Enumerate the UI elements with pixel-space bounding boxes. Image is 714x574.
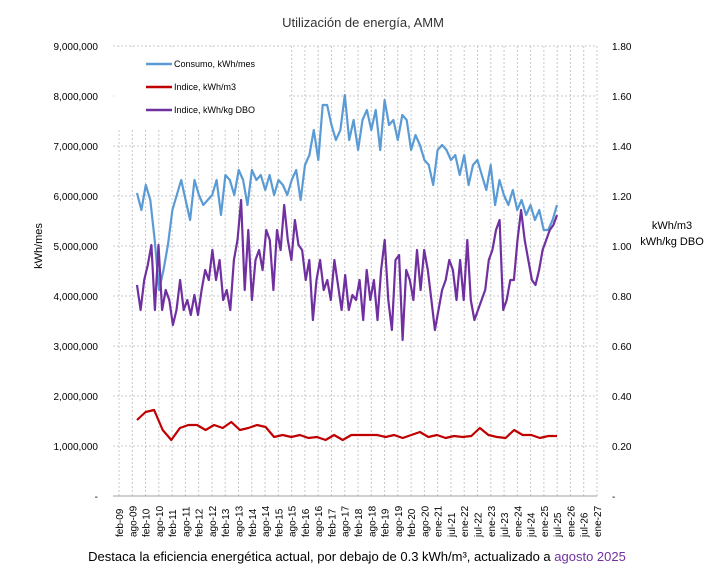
x-tick-label: feb-09	[115, 508, 126, 537]
x-tick-label: feb-18	[354, 508, 365, 537]
x-tick-label: ago-15	[288, 505, 299, 537]
x-tick-label: jul-23	[500, 512, 511, 538]
legend: Consumo, kWh/mes Indice, kWh/m3 Indice, kW…	[146, 59, 256, 115]
x-tick-label: feb-14	[248, 508, 259, 537]
x-tick-label: ene-26	[566, 505, 577, 537]
caption-date: agosto 2025	[554, 549, 626, 564]
x-tick-label: ene-25	[540, 505, 551, 537]
x-tick-label: jul-24	[527, 512, 538, 538]
y-tick-label: 8,000,000	[54, 92, 99, 103]
x-tick-label: feb-10	[142, 508, 153, 537]
x-tick-label: ago-20	[420, 505, 431, 537]
series-lines	[135, 93, 559, 442]
y-tick-label: 2,000,000	[54, 392, 99, 403]
y-tick-label: 5,000,000	[54, 242, 99, 253]
x-tick-label: ago-09	[128, 505, 139, 537]
axes: feb-09 ago-09 feb-10 ago-10 feb-11 ago-11 feb-…	[54, 42, 632, 538]
x-tick-label: ene-21	[434, 505, 445, 537]
x-tick-label: jul-21	[447, 512, 458, 538]
x-tick-label: feb-17	[327, 508, 338, 537]
x-tick-label: ene-24	[513, 505, 524, 537]
y2-axis-label-1: kWh/m3	[652, 220, 692, 232]
x-tick-label: ene-27	[593, 505, 604, 537]
x-tick-label: jul-26	[580, 512, 591, 538]
y2-tick-label: 1.40	[612, 142, 632, 153]
y2-tick-label: 1.60	[612, 92, 632, 103]
y2-tick-label: 0.60	[612, 342, 632, 353]
y2-tick-label: 0.20	[612, 442, 632, 453]
x-tick-label: ago-18	[367, 505, 378, 537]
x-tick-label: ago-17	[341, 505, 352, 537]
x-tick-label: feb-16	[301, 508, 312, 537]
legend-box	[114, 47, 287, 128]
y2-tick-label: 0.80	[612, 292, 632, 303]
x-tick-label: ene-23	[487, 505, 498, 537]
y-tick-label: 4,000,000	[54, 292, 99, 303]
x-tick-label: feb-12	[195, 508, 206, 537]
y2-tick-label: 0.40	[612, 392, 632, 403]
x-tick-label: feb-20	[407, 508, 418, 537]
y-axis-label: kWh/mes	[33, 223, 45, 269]
y-tick-label: 3,000,000	[54, 342, 99, 353]
y-tick-label: 1,000,000	[54, 442, 99, 453]
legend-label: Consumo, kWh/mes	[174, 59, 256, 69]
x-tick-label: ago-13	[235, 505, 246, 537]
caption-text: Destaca la eficiencia energética actual,…	[88, 549, 555, 564]
y2-tick-label: 1.80	[612, 42, 632, 53]
x-tick-label: jul-25	[553, 512, 564, 538]
y2-tick-label: 1.00	[612, 242, 632, 253]
y-tick-label: -	[95, 492, 98, 503]
series-line-2	[136, 408, 557, 442]
series-line-1	[135, 93, 559, 292]
legend-label: Indice, kWh/kg DBO	[174, 105, 255, 115]
y2-tick-label: -	[612, 492, 615, 503]
x-tick-label: ago-14	[261, 505, 272, 537]
x-tick-label: ago-19	[394, 505, 405, 537]
chart-title: Utilización de energía, AMM	[282, 15, 444, 30]
x-tick-label: ago-16	[314, 505, 325, 537]
y-tick-label: 6,000,000	[54, 192, 99, 203]
y2-axis-label-2: kWh/kg DBO	[640, 236, 704, 248]
x-tick-label: feb-15	[274, 508, 285, 537]
y-tick-label: 7,000,000	[54, 142, 99, 153]
x-tick-label: ago-12	[208, 505, 219, 537]
x-tick-label: jul-22	[474, 512, 485, 538]
x-tick-label: feb-11	[168, 509, 179, 537]
caption: Destaca la eficiencia energética actual,…	[0, 549, 714, 564]
x-tick-label: ene-22	[460, 505, 471, 537]
series-line-3	[135, 198, 559, 342]
x-tick-label: feb-19	[381, 508, 392, 537]
x-tick-label: ago-11	[181, 506, 192, 537]
legend-label: Indice, kWh/m3	[174, 82, 236, 92]
y-tick-label: 9,000,000	[54, 42, 99, 53]
x-tick-label: ago-10	[155, 505, 166, 537]
y2-tick-label: 1.20	[612, 192, 632, 203]
x-tick-label: feb-13	[221, 508, 232, 537]
